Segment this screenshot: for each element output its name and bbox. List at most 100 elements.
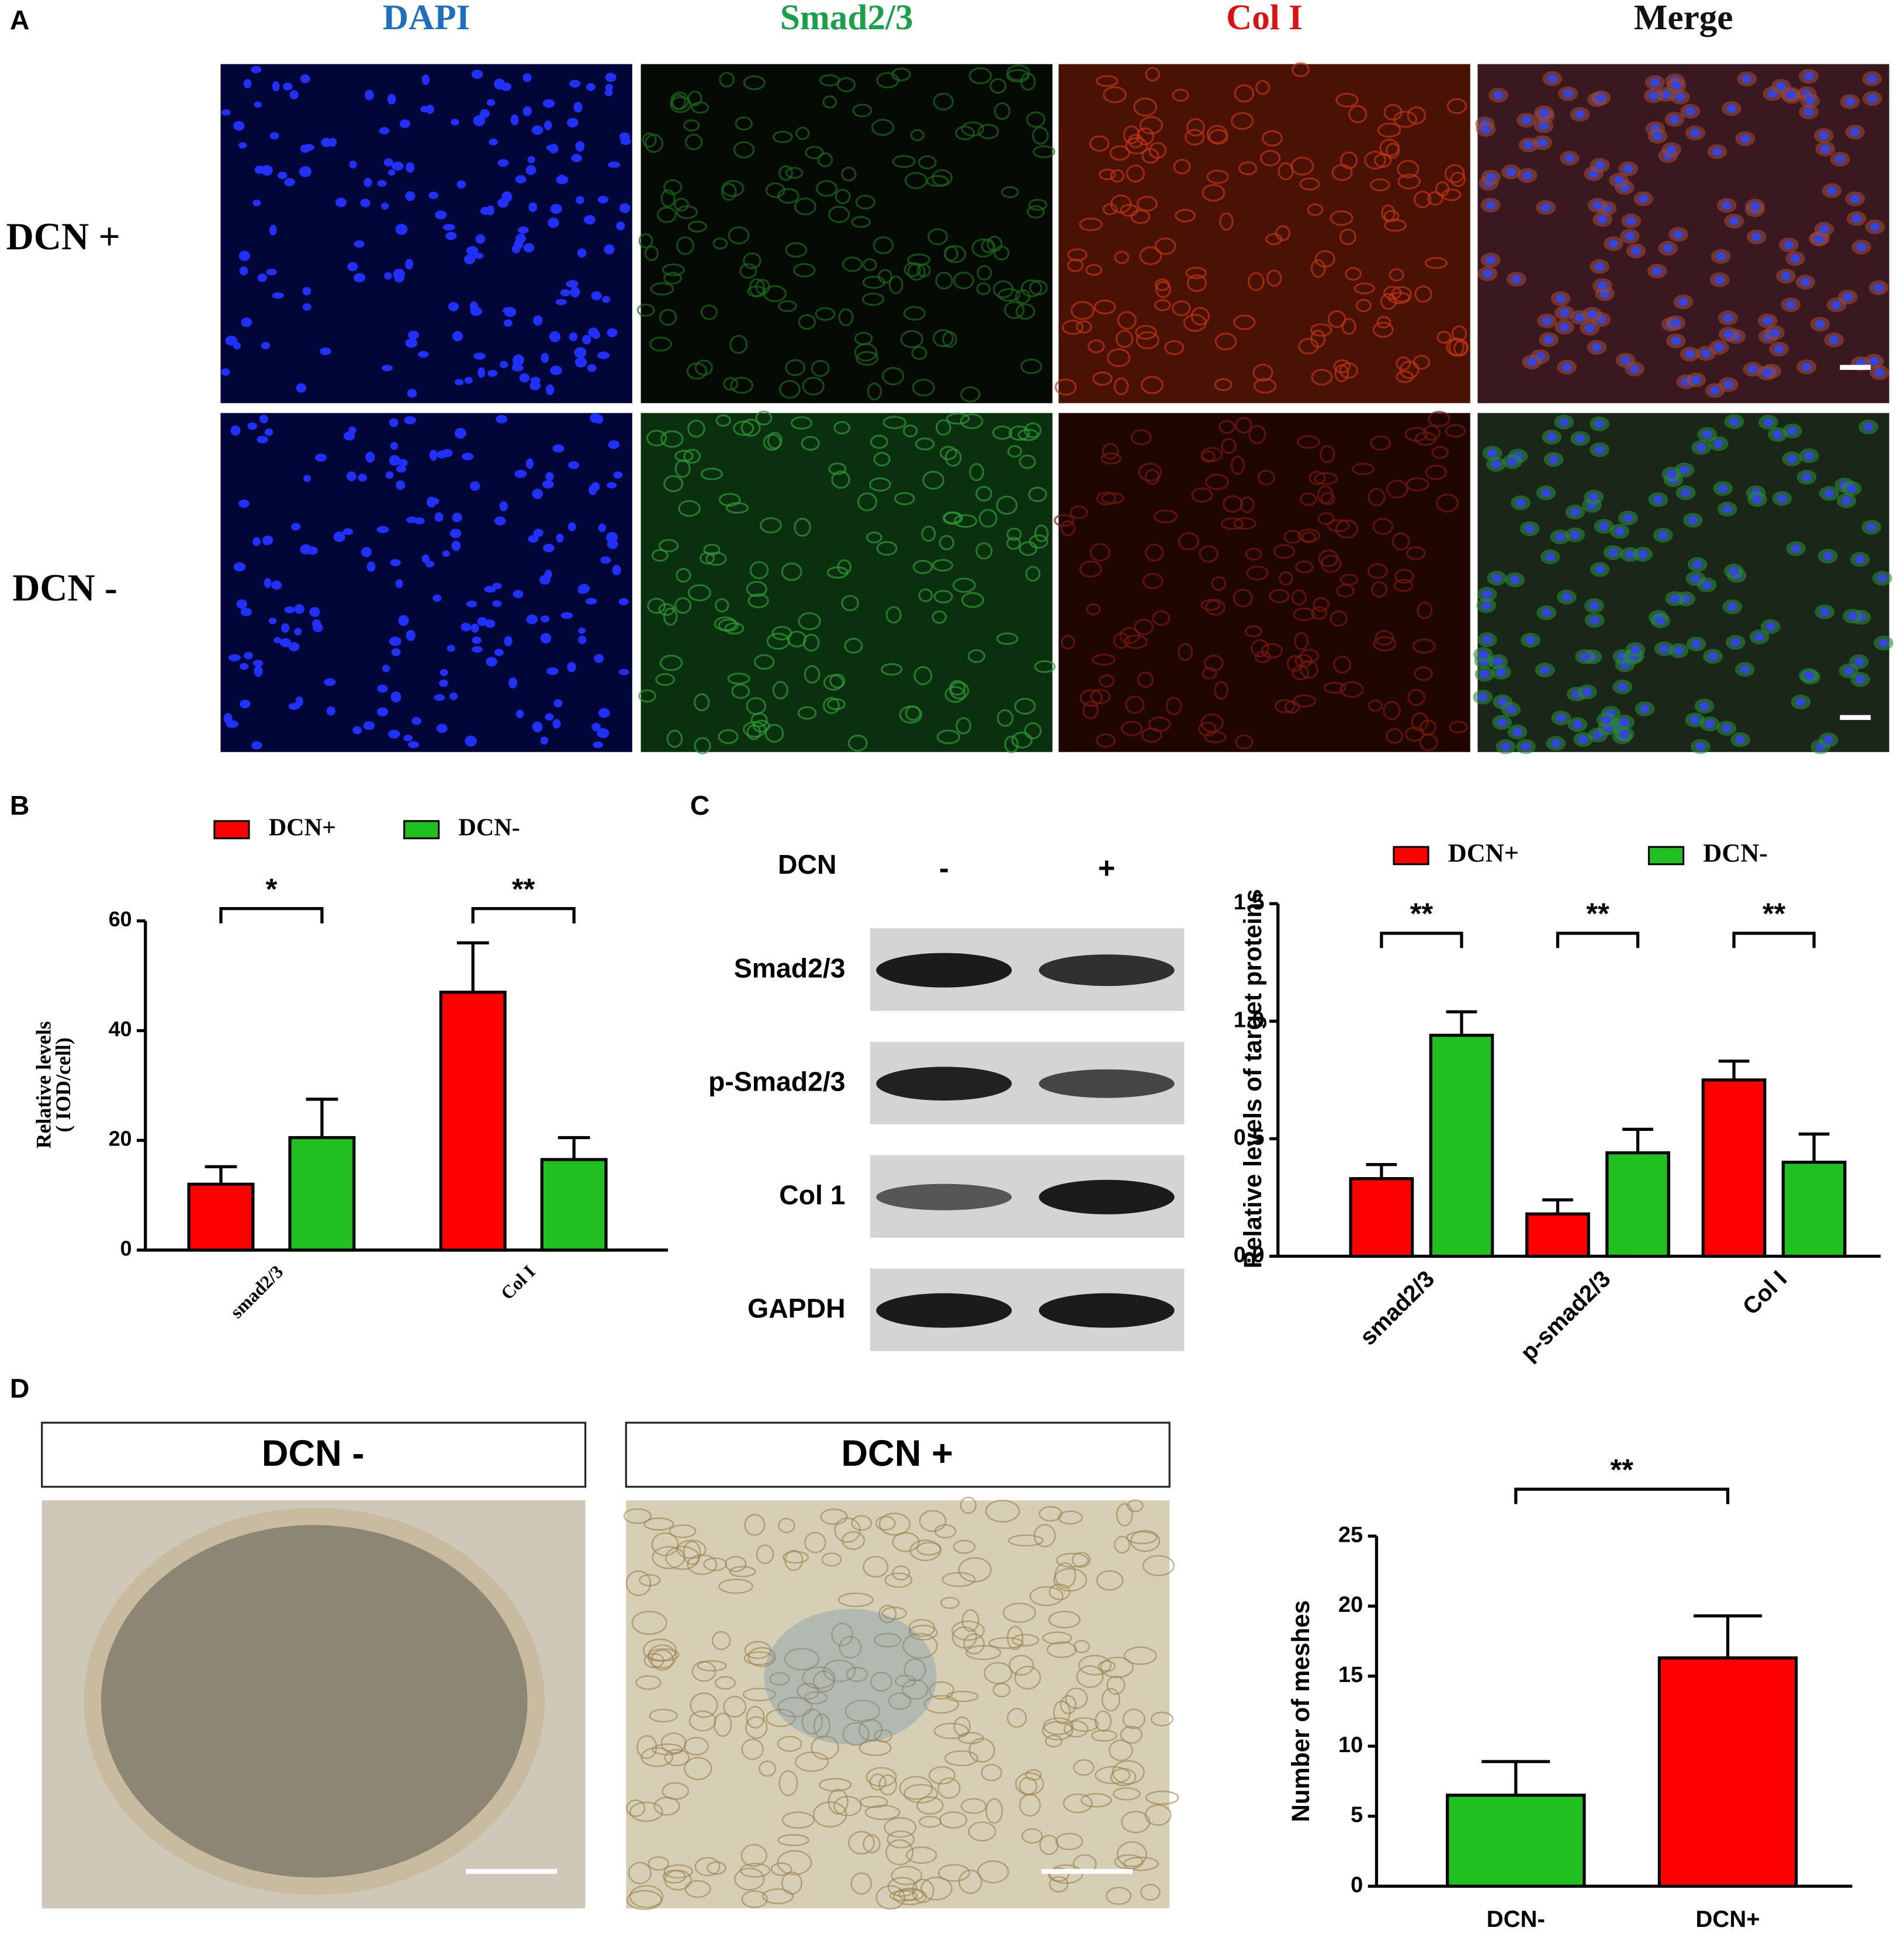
nucleus — [1619, 718, 1630, 726]
nucleus — [393, 268, 405, 280]
nucleus — [421, 554, 430, 563]
y-axis-label: ( IOD/cell) — [51, 1037, 75, 1132]
cell — [977, 123, 999, 140]
cell — [1449, 721, 1469, 733]
cell — [1428, 411, 1450, 427]
tube — [684, 1736, 709, 1756]
cell — [1364, 151, 1386, 170]
nucleus — [477, 617, 487, 627]
nucleus — [1727, 602, 1737, 611]
cell — [1093, 299, 1116, 315]
cell — [900, 330, 924, 348]
cell — [1136, 331, 1159, 349]
nucleus — [396, 480, 406, 490]
cell — [811, 359, 830, 377]
cell — [1332, 656, 1352, 674]
cell — [1327, 519, 1350, 532]
cell — [763, 434, 781, 451]
nucleus — [1486, 172, 1496, 182]
cell — [1140, 376, 1164, 394]
cell — [1323, 681, 1346, 694]
cell — [1266, 269, 1282, 287]
nucleus — [618, 598, 629, 605]
cell — [847, 735, 868, 752]
tube — [887, 1830, 915, 1849]
cell — [1020, 358, 1043, 375]
cell — [932, 559, 954, 572]
nucleus — [376, 525, 389, 534]
column-title: Col I — [1226, 0, 1303, 37]
cell — [815, 307, 836, 321]
cell — [658, 539, 679, 552]
nucleus — [578, 627, 586, 634]
nucleus — [238, 250, 251, 261]
nucleus — [1820, 144, 1830, 154]
cell — [1079, 689, 1103, 707]
cell — [1086, 603, 1101, 615]
nucleus — [251, 741, 262, 750]
tube — [903, 1784, 938, 1804]
cell — [1034, 524, 1049, 542]
nucleus — [1690, 715, 1700, 725]
nucleus — [1752, 495, 1763, 504]
nucleus — [501, 191, 513, 203]
cell — [730, 376, 754, 394]
nucleus — [1878, 638, 1889, 648]
nucleus — [591, 722, 601, 732]
cell — [1318, 549, 1339, 567]
cell — [1214, 681, 1228, 700]
cell — [781, 562, 802, 582]
cell — [638, 689, 656, 703]
cell — [976, 282, 991, 295]
nucleus — [289, 90, 299, 100]
nucleus — [1638, 194, 1649, 203]
tube — [1106, 1676, 1126, 1695]
cell — [932, 169, 953, 187]
cell — [1251, 639, 1269, 657]
cell — [844, 638, 863, 654]
nucleus — [428, 497, 439, 506]
nucleus — [254, 165, 265, 174]
tube — [951, 1626, 978, 1649]
nucleus — [1595, 565, 1605, 574]
tube — [858, 1739, 892, 1756]
cell — [1202, 184, 1226, 202]
nucleus — [1486, 200, 1496, 210]
nucleus — [387, 94, 396, 105]
nucleus — [494, 78, 505, 90]
cell — [1317, 512, 1335, 525]
nucleus — [484, 619, 496, 628]
cell — [1436, 331, 1452, 344]
cell — [960, 386, 981, 403]
cell — [1123, 125, 1140, 144]
nucleus — [1486, 255, 1496, 265]
blot-band — [876, 1067, 1012, 1101]
cell — [801, 435, 820, 451]
nucleus — [268, 617, 277, 625]
nucleus — [233, 562, 246, 572]
column-title: DAPI — [383, 0, 470, 37]
cell — [1006, 64, 1030, 81]
cell — [1413, 191, 1432, 209]
nucleus — [531, 125, 543, 135]
nucleus — [254, 666, 263, 677]
tube — [797, 1683, 820, 1700]
nucleus — [504, 636, 513, 646]
cell — [1099, 168, 1116, 181]
nucleus — [247, 422, 257, 430]
tube — [981, 1764, 1002, 1781]
tube — [1091, 1729, 1117, 1742]
nucleus — [436, 724, 448, 733]
cell — [1100, 452, 1122, 465]
nucleus — [388, 729, 400, 739]
cell — [1120, 203, 1138, 217]
nucleus — [1512, 728, 1522, 736]
nucleus — [252, 199, 261, 206]
cell — [642, 132, 657, 148]
tube — [759, 1760, 777, 1777]
tube — [1014, 1666, 1041, 1690]
nucleus — [1593, 731, 1603, 740]
cell — [656, 206, 677, 223]
cell — [1294, 632, 1309, 650]
tube — [1065, 1687, 1088, 1709]
